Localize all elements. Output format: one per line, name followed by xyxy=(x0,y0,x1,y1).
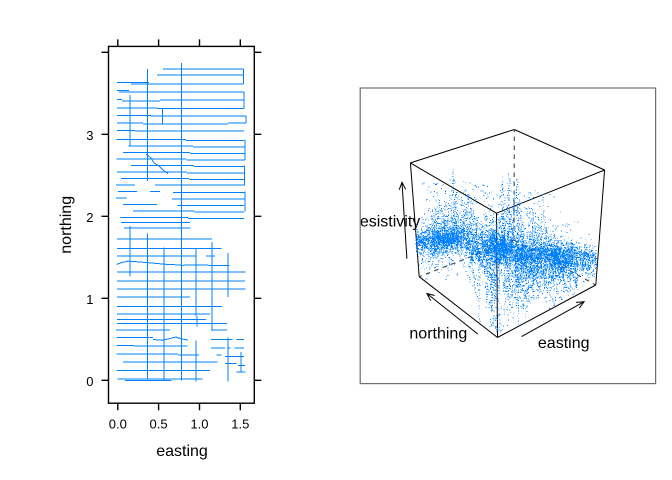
svg-text:easting: easting xyxy=(156,443,208,460)
svg-text:northing: northing xyxy=(409,326,467,343)
svg-text:0.5: 0.5 xyxy=(150,417,168,432)
svg-text:1.5: 1.5 xyxy=(231,417,249,432)
svg-text:0: 0 xyxy=(86,374,93,389)
svg-text:1: 1 xyxy=(86,292,93,307)
svg-text:easting: easting xyxy=(538,335,590,352)
svg-text:2: 2 xyxy=(86,210,93,225)
svg-text:3: 3 xyxy=(86,128,93,143)
svg-text:1.0: 1.0 xyxy=(190,417,208,432)
svg-text:resistivity: resistivity xyxy=(355,213,421,230)
svg-text:northing: northing xyxy=(58,196,75,254)
svg-text:0.0: 0.0 xyxy=(109,417,127,432)
